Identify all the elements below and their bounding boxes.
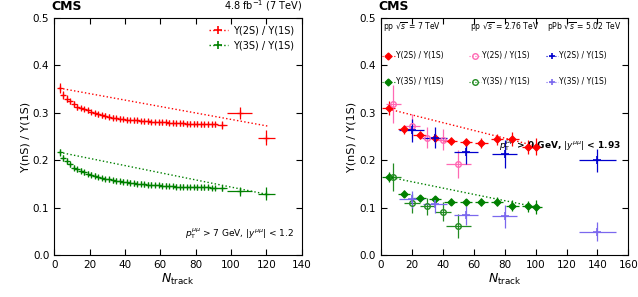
Text: CMS: CMS xyxy=(52,0,82,13)
Text: pp $\sqrt{s}$ = 7 TeV: pp $\sqrt{s}$ = 7 TeV xyxy=(383,20,441,34)
Text: CMS: CMS xyxy=(378,0,409,13)
Text: 4.8 fb$^{-1}$ (7 TeV): 4.8 fb$^{-1}$ (7 TeV) xyxy=(223,0,302,13)
Text: Υ(2S) / Υ(1S): Υ(2S) / Υ(1S) xyxy=(482,51,530,60)
Text: pPb $\sqrt{s}$ = 5.02 TeV: pPb $\sqrt{s}$ = 5.02 TeV xyxy=(547,20,621,34)
X-axis label: $N_\mathrm{track}$: $N_\mathrm{track}$ xyxy=(488,272,521,287)
Text: pp $\sqrt{s}$ = 2.76 TeV: pp $\sqrt{s}$ = 2.76 TeV xyxy=(470,20,539,34)
Text: Υ(3S) / Υ(1S): Υ(3S) / Υ(1S) xyxy=(482,78,530,86)
Text: Υ(3S) / Υ(1S): Υ(3S) / Υ(1S) xyxy=(396,78,443,86)
Text: Υ(3S) / Υ(1S): Υ(3S) / Υ(1S) xyxy=(559,78,607,86)
Text: $p_{\rm T}^{\mu\mu}$ > 0 GeV, $|y^{\mu\mu}|$ < 1.93: $p_{\rm T}^{\mu\mu}$ > 0 GeV, $|y^{\mu\m… xyxy=(499,138,621,153)
Legend: Υ(2S) / Υ(1S), Υ(3S) / Υ(1S): Υ(2S) / Υ(1S), Υ(3S) / Υ(1S) xyxy=(205,23,297,53)
Text: Υ(2S) / Υ(1S): Υ(2S) / Υ(1S) xyxy=(396,51,443,60)
Text: $p_{\rm T}^{\mu\mu}$ > 7 GeV, $|y^{\mu\mu}|$ < 1.2: $p_{\rm T}^{\mu\mu}$ > 7 GeV, $|y^{\mu\m… xyxy=(186,226,294,241)
X-axis label: $N_\mathrm{track}$: $N_\mathrm{track}$ xyxy=(161,272,195,287)
Text: Υ(2S) / Υ(1S): Υ(2S) / Υ(1S) xyxy=(559,51,607,60)
Y-axis label: Y(nS) / Y(1S): Y(nS) / Y(1S) xyxy=(347,102,357,172)
Y-axis label: Y(nS) / Y(1S): Y(nS) / Y(1S) xyxy=(20,102,30,172)
